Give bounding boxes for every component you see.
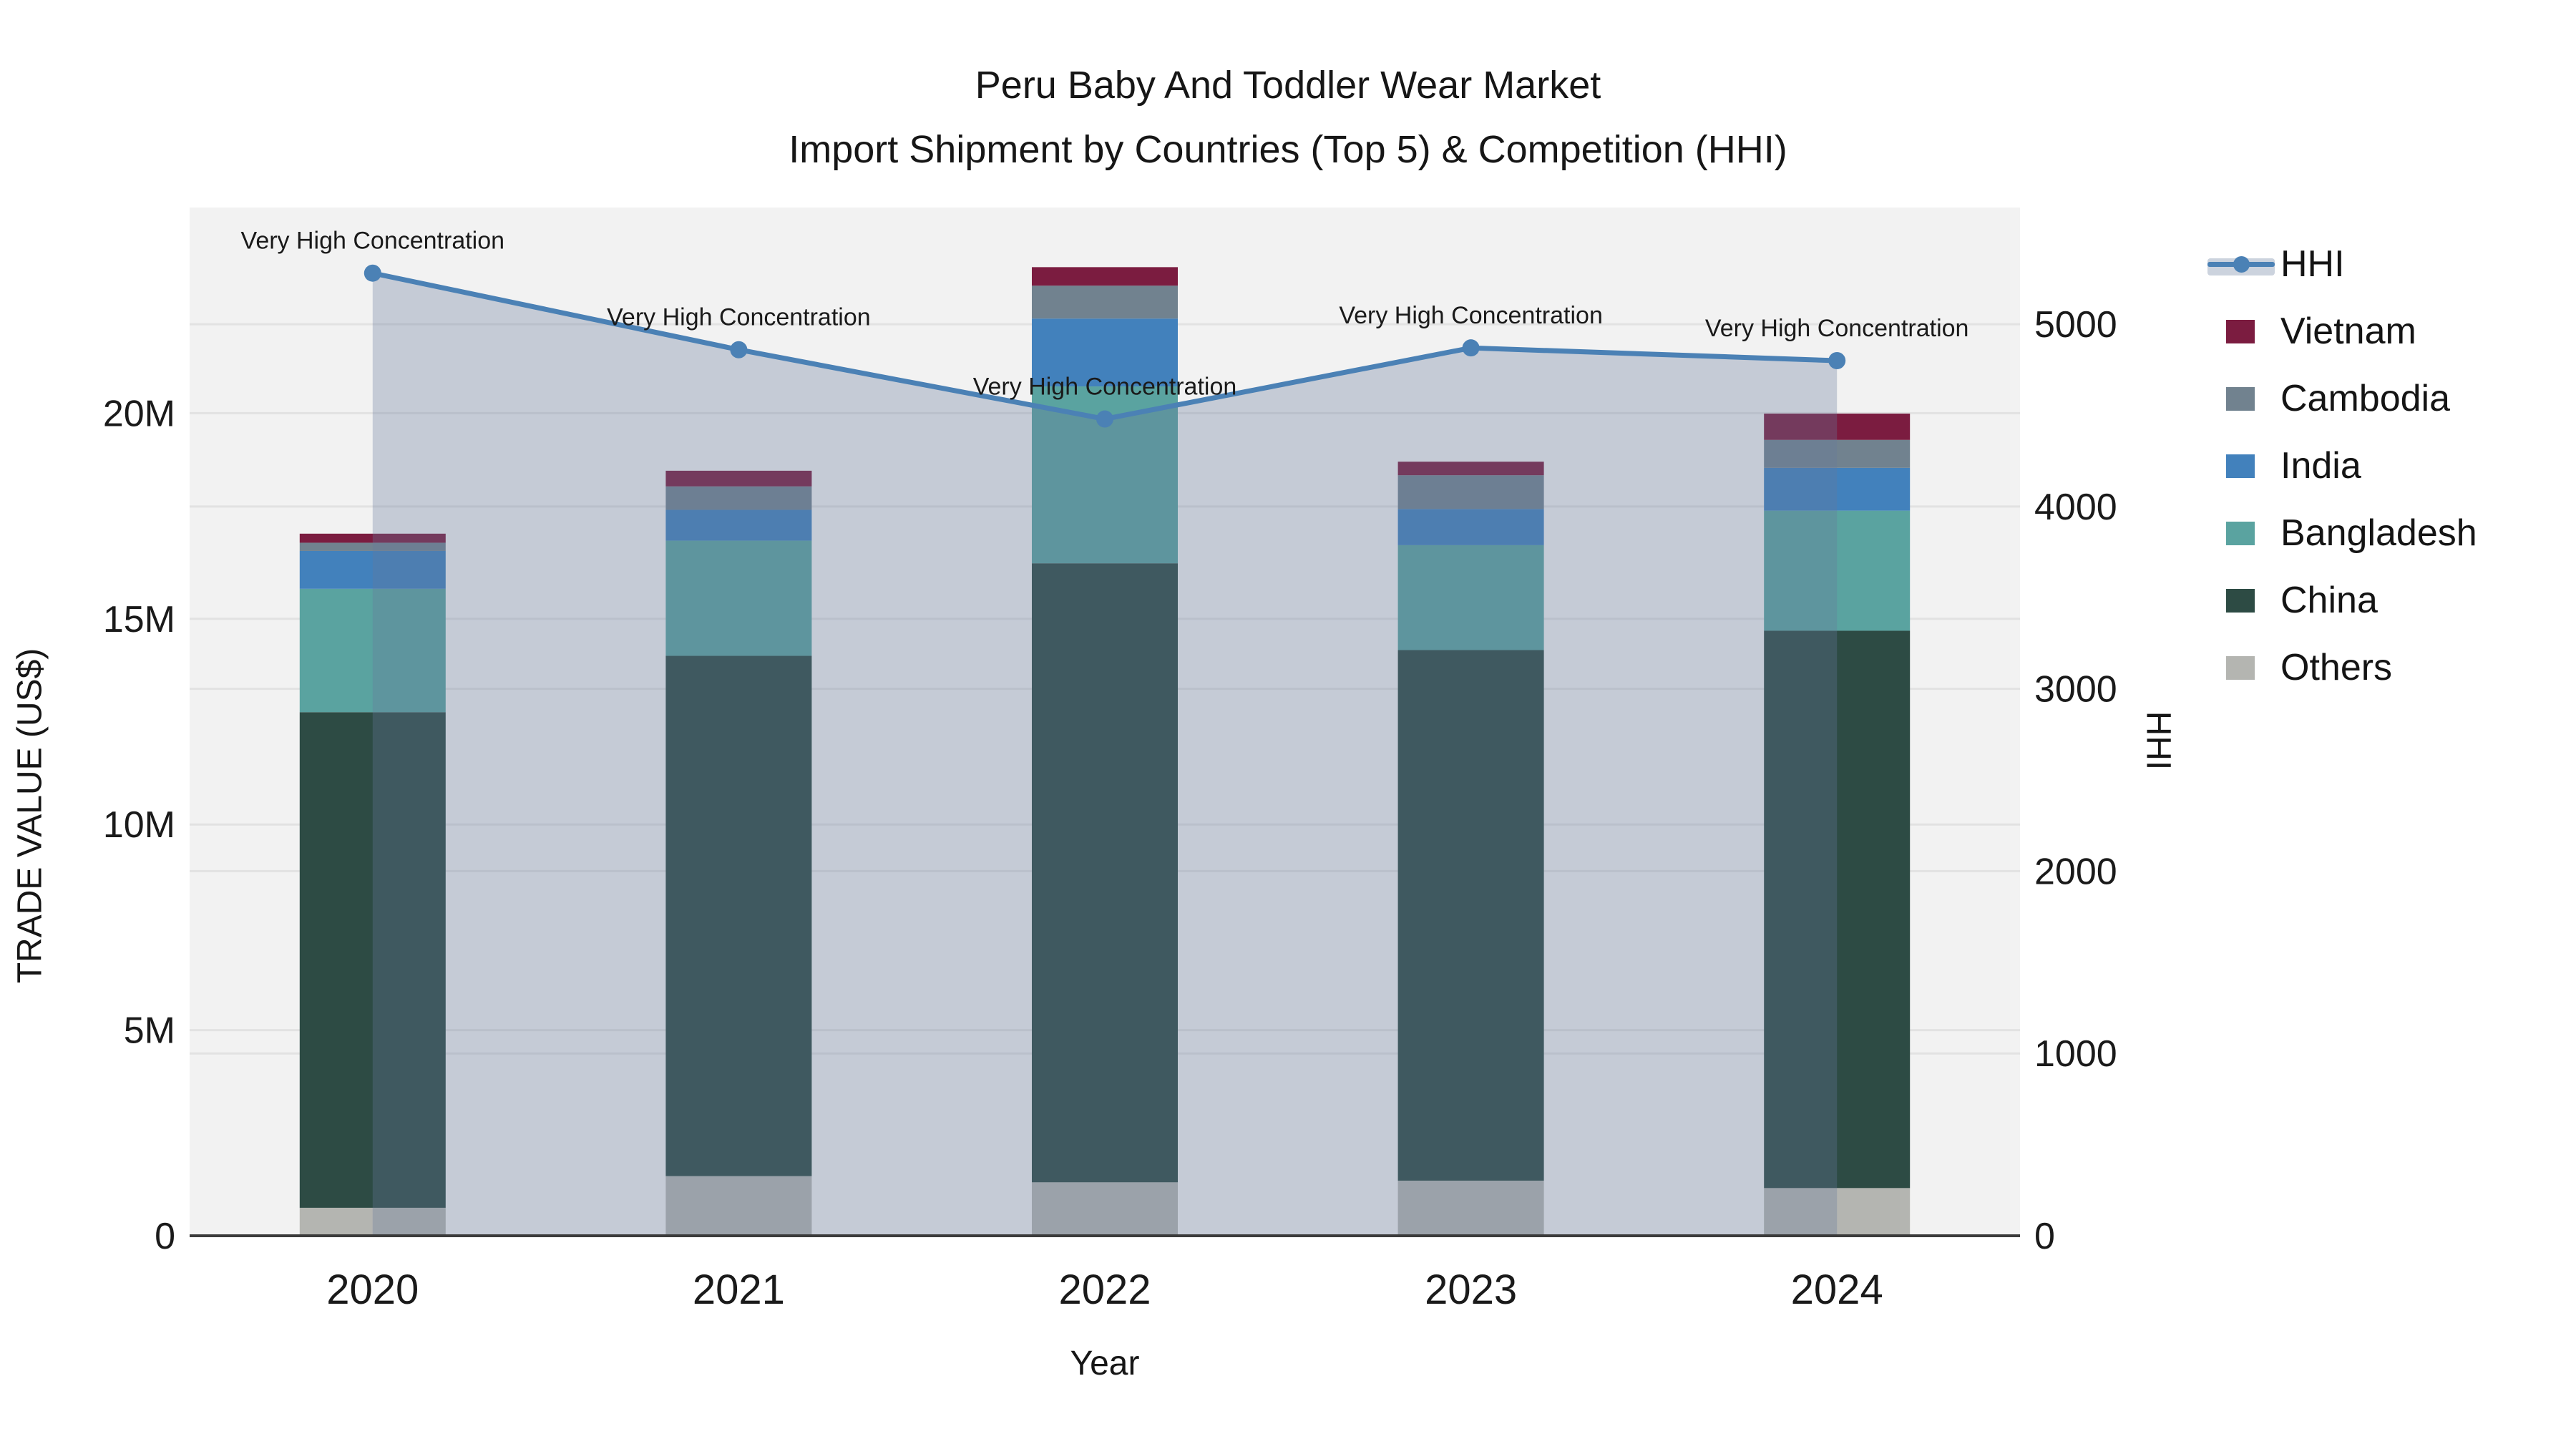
bar-segment-india-2021[interactable] [665, 509, 812, 541]
legend-label-hhi: HHI [2280, 243, 2345, 285]
y-left-tick-0: 0 [155, 1216, 175, 1257]
y-left-tick-15M: 15M [103, 599, 175, 640]
legend-swatch-india [2207, 454, 2280, 478]
hhi-area-fill [372, 273, 1838, 1236]
legend-label-others: Others [2280, 647, 2393, 688]
legend-swatch-others [2207, 655, 2280, 680]
legend-item-china[interactable]: China [2207, 567, 2477, 634]
annotation-2024: Very High Concentration [1705, 315, 1969, 342]
y-left-tick-5M: 5M [124, 1010, 175, 1052]
legend-label-cambodia: Cambodia [2280, 378, 2451, 419]
legend-swatch-vietnam [2207, 319, 2280, 343]
legend-swatch-china [2207, 588, 2280, 613]
y-right-tick-1000: 1000 [2034, 1033, 2117, 1075]
bar-segment-others-2020[interactable] [299, 1207, 446, 1236]
bar-segment-india-2023[interactable] [1397, 509, 1544, 545]
x-tick-2021: 2021 [693, 1267, 785, 1313]
bar-segment-others-2021[interactable] [665, 1176, 812, 1236]
y-right-tick-2000: 2000 [2034, 851, 2117, 892]
bar-segment-vietnam-2020[interactable] [299, 533, 446, 543]
legend-item-india[interactable]: India [2207, 432, 2477, 499]
chart-title: Peru Baby And Toddler Wear Market [975, 64, 1601, 107]
legend-swatch-bangladesh [2207, 521, 2280, 545]
legend-label-vietnam: Vietnam [2280, 311, 2416, 352]
legend: HHI Vietnam Cambodia India Bangladesh China Ot… [2207, 230, 2477, 701]
bar-segment-bangladesh-2020[interactable] [299, 588, 446, 713]
bar-segment-china-2021[interactable] [665, 655, 812, 1176]
legend-label-bangladesh: Bangladesh [2280, 512, 2477, 554]
bar-segment-china-2020[interactable] [299, 712, 446, 1208]
legend-label-china: China [2280, 580, 2378, 621]
bar-segment-cambodia-2024[interactable] [1764, 439, 1911, 468]
bar-segment-bangladesh-2021[interactable] [665, 540, 812, 656]
bar-segment-others-2024[interactable] [1764, 1188, 1911, 1236]
bar-segment-india-2020[interactable] [299, 550, 446, 589]
legend-item-bangladesh[interactable]: Bangladesh [2207, 499, 2477, 567]
bar-segment-others-2022[interactable] [1032, 1182, 1178, 1236]
bar-segment-china-2022[interactable] [1032, 563, 1178, 1183]
y-left-tick-10M: 10M [103, 804, 175, 846]
legend-item-cambodia[interactable]: Cambodia [2207, 365, 2477, 432]
bar-segment-vietnam-2023[interactable] [1397, 462, 1544, 476]
bar-segment-others-2023[interactable] [1397, 1180, 1544, 1236]
y-right-tick-3000: 3000 [2034, 669, 2117, 711]
x-tick-2024: 2024 [1791, 1267, 1883, 1313]
legend-item-others[interactable]: Others [2207, 634, 2477, 701]
legend-item-vietnam[interactable]: Vietnam [2207, 298, 2477, 365]
bar-segment-bangladesh-2023[interactable] [1397, 545, 1544, 650]
x-axis-title: Year [1070, 1345, 1140, 1382]
y-axis-right-title: HHI [2139, 711, 2177, 771]
hhi-marker-2024[interactable] [1828, 352, 1846, 370]
annotation-2020: Very High Concentration [241, 228, 505, 255]
chart-subtitle: Import Shipment by Countries (Top 5) & C… [789, 128, 1787, 171]
annotation-2021: Very High Concentration [607, 304, 871, 331]
x-tick-2020: 2020 [326, 1267, 419, 1313]
legend-swatch-cambodia [2207, 386, 2280, 411]
bar-segment-china-2024[interactable] [1764, 630, 1911, 1189]
x-tick-2022: 2022 [1058, 1267, 1151, 1313]
hhi-marker-2021[interactable] [730, 341, 748, 358]
legend-item-hhi[interactable]: HHI [2207, 230, 2477, 298]
hhi-marker-2020[interactable] [364, 264, 381, 282]
bar-segment-india-2022[interactable] [1032, 318, 1178, 387]
bar-segment-cambodia-2023[interactable] [1397, 475, 1544, 509]
y-right-tick-4000: 4000 [2034, 487, 2117, 528]
y-axis-left-title: TRADE VALUE (US$) [11, 648, 49, 984]
annotation-2022: Very High Concentration [973, 374, 1237, 401]
hhi-marker-2023[interactable] [1462, 339, 1480, 357]
bar-segment-india-2024[interactable] [1764, 467, 1911, 511]
bar-segment-cambodia-2022[interactable] [1032, 286, 1178, 319]
legend-label-india: India [2280, 445, 2361, 487]
x-tick-2023: 2023 [1425, 1267, 1517, 1313]
bar-segment-china-2023[interactable] [1397, 650, 1544, 1181]
y-right-tick-5000: 5000 [2034, 304, 2117, 346]
hhi-marker-2022[interactable] [1096, 410, 1113, 428]
bar-segment-cambodia-2020[interactable] [299, 542, 446, 551]
bar-segment-vietnam-2021[interactable] [665, 470, 812, 487]
y-left-tick-20M: 20M [103, 393, 175, 434]
bar-segment-vietnam-2024[interactable] [1764, 413, 1911, 440]
bar-segment-bangladesh-2024[interactable] [1764, 510, 1911, 631]
annotation-2023: Very High Concentration [1339, 302, 1603, 329]
bar-segment-vietnam-2022[interactable] [1032, 267, 1178, 286]
y-right-tick-0: 0 [2034, 1216, 2055, 1257]
bar-segment-cambodia-2021[interactable] [665, 486, 812, 510]
legend-swatch-hhi [2207, 250, 2280, 278]
